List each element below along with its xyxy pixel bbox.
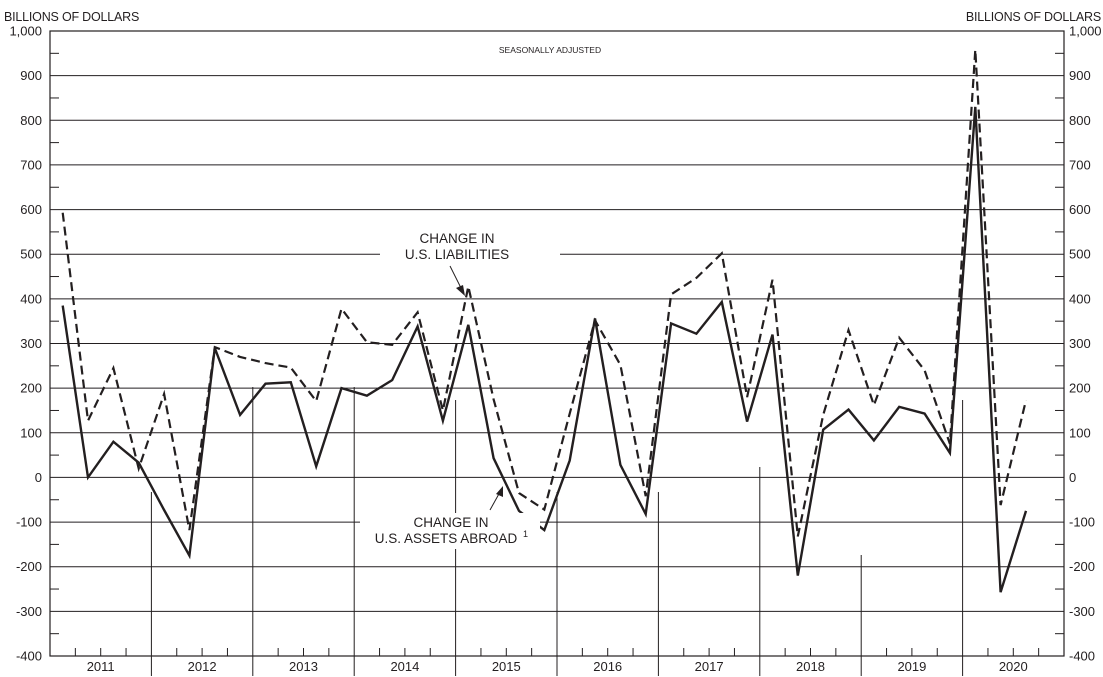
y-tick-label-left: 0: [35, 470, 42, 485]
assets-label-footnote-marker: 1: [523, 529, 528, 539]
y-tick-label-right: -300: [1069, 604, 1095, 619]
series-line-liabilities: [61, 49, 1028, 537]
y-tick-label-right: -200: [1069, 559, 1095, 574]
annotations: SEASONALLY ADJUSTED CHANGE INU.S. LIABIL…: [360, 45, 601, 549]
y-tick-label-right: 400: [1069, 291, 1091, 306]
y-tick-label-left: 500: [20, 247, 42, 262]
year-label-2016: 2016: [593, 659, 622, 674]
y-tick-label-left: 900: [20, 68, 42, 83]
plot-border: [49, 30, 1065, 657]
y-tick-label-right: 500: [1069, 247, 1091, 262]
liabilities-pointer-arrowhead: [456, 285, 465, 296]
y-tick-label-left: 200: [20, 381, 42, 396]
y-axis-unit-label-left: BILLIONS OF DOLLARS: [4, 10, 140, 24]
year-label-2019: 2019: [897, 659, 926, 674]
axis-ticks: -400 -400 -300 -300 -200 -200 -100 -100 0 0 100 100…: [9, 24, 1101, 675]
year-label-2020: 2020: [999, 659, 1028, 674]
y-tick-label-right: 700: [1069, 157, 1091, 172]
y-tick-label-left: -300: [16, 604, 42, 619]
liabilities-pointer: [449, 265, 463, 291]
y-tick-label-left: -400: [16, 649, 42, 664]
liabilities-label-bg: [380, 229, 560, 265]
y-tick-label-left: -100: [16, 515, 42, 530]
assets-label-line2: U.S. ASSETS ABROAD: [375, 531, 518, 546]
y-tick-label-right: 800: [1069, 113, 1091, 128]
y-tick-label-left: 100: [20, 425, 42, 440]
year-label-2017: 2017: [695, 659, 724, 674]
year-label-2014: 2014: [390, 659, 419, 674]
plot-frame: [49, 30, 1065, 657]
seasonally-adjusted-note: SEASONALLY ADJUSTED: [499, 45, 601, 55]
y-tick-label-left: 800: [20, 113, 42, 128]
y-tick-label-right: 0: [1069, 470, 1076, 485]
liabilities-label-line1: CHANGE IN: [419, 231, 494, 246]
year-divider-lines: [150, 387, 964, 676]
y-tick-label-right: -400: [1069, 649, 1095, 664]
y-tick-label-right: 1,000: [1069, 24, 1102, 39]
y-tick-label-right: -100: [1069, 515, 1095, 530]
year-label-2011: 2011: [87, 659, 115, 674]
series-lines: [61, 49, 1028, 593]
y-tick-label-right: 600: [1069, 202, 1091, 217]
y-tick-label-left: 600: [20, 202, 42, 217]
y-tick-label-left: 700: [20, 157, 42, 172]
grid-lines: [50, 75, 1064, 612]
series-line-assets-abroad: [61, 106, 1028, 593]
y-tick-label-left: 400: [20, 291, 42, 306]
year-label-2012: 2012: [188, 659, 217, 674]
y-tick-label-right: 300: [1069, 336, 1091, 351]
y-tick-label-left: -200: [16, 559, 42, 574]
y-tick-label-left: 300: [20, 336, 42, 351]
liabilities-label-line2: U.S. LIABILITIES: [405, 247, 509, 262]
year-label-2018: 2018: [796, 659, 825, 674]
y-tick-label-left: 1,000: [9, 24, 42, 39]
assets-label-bg: [360, 513, 540, 549]
year-label-2013: 2013: [289, 659, 318, 674]
assets-pointer-arrowhead: [496, 486, 503, 497]
y-tick-label-right: 100: [1069, 425, 1091, 440]
y-tick-label-right: 200: [1069, 381, 1091, 396]
y-tick-label-right: 900: [1069, 68, 1091, 83]
assets-label-line1: CHANGE IN: [413, 515, 488, 530]
year-label-2015: 2015: [492, 659, 521, 674]
y-axis-unit-label-right: BILLIONS OF DOLLARS: [965, 10, 1101, 24]
